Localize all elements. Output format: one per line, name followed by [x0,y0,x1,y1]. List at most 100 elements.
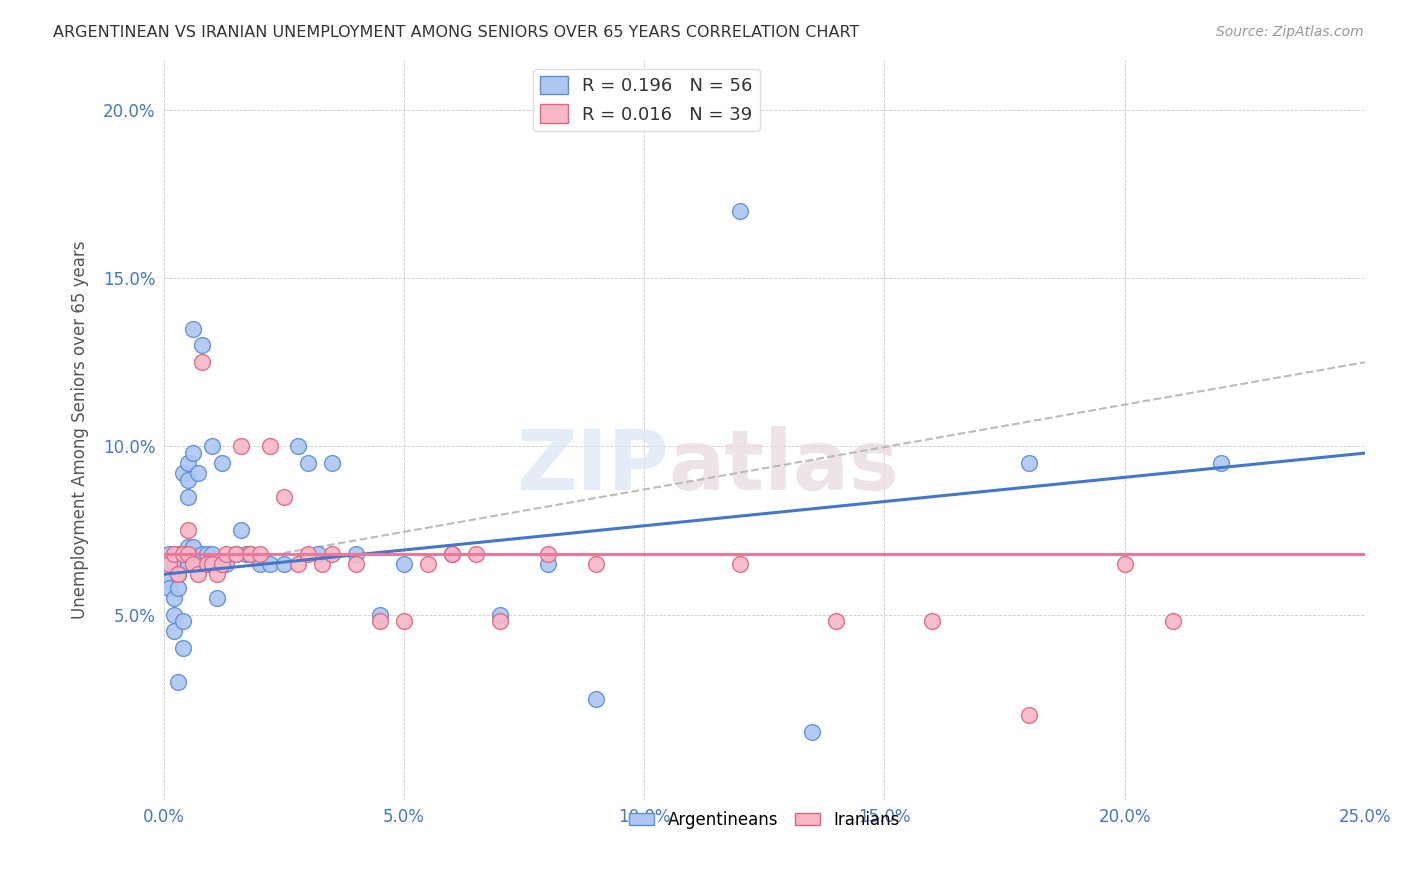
Point [249,547,271,561]
Point [162,624,184,639]
Point [195,557,218,571]
Point [167,567,190,582]
Point [172,641,194,656]
Point [229,524,252,538]
Point [187,467,209,481]
Point [205,567,228,582]
Point [177,473,200,487]
Point [225,547,247,561]
Point [167,547,190,561]
Point [172,614,194,628]
Point [181,557,204,571]
Point [162,607,184,622]
Point [167,674,190,689]
Point [201,557,224,571]
Point [205,591,228,605]
Point [418,557,440,571]
Y-axis label: Unemployment Among Seniors over 65 years: Unemployment Among Seniors over 65 years [72,240,89,619]
Point [287,557,309,571]
Point [215,557,238,571]
Point [730,557,752,571]
Point [157,547,180,561]
Point [392,614,415,628]
Point [157,574,180,588]
Point [287,439,309,453]
Point [259,439,281,453]
Point [392,557,415,571]
Point [167,567,190,582]
Point [172,557,194,571]
Point [187,567,209,582]
Point [225,547,247,561]
Point [537,557,560,571]
Point [157,581,180,595]
Point [177,456,200,470]
Point [489,607,512,622]
Text: ZIP: ZIP [516,426,668,507]
Point [585,691,607,706]
Point [201,439,224,453]
Point [195,547,218,561]
Point [921,614,943,628]
Point [177,490,200,504]
Point [1018,708,1040,723]
Point [162,557,184,571]
Text: ARGENTINEAN VS IRANIAN UNEMPLOYMENT AMONG SENIORS OVER 65 YEARS CORRELATION CHAR: ARGENTINEAN VS IRANIAN UNEMPLOYMENT AMON… [53,25,860,40]
Point [162,591,184,605]
Point [1209,456,1232,470]
Point [177,541,200,555]
Point [172,467,194,481]
Point [1161,614,1184,628]
Point [211,456,233,470]
Point [297,456,319,470]
Point [191,355,214,369]
Point [187,557,209,571]
Point [157,557,180,571]
Point [181,446,204,460]
Point [489,614,512,628]
Point [344,557,367,571]
Point [181,541,204,555]
Point [321,547,343,561]
Point [321,456,343,470]
Point [177,557,200,571]
Point [585,557,607,571]
Point [172,547,194,561]
Text: atlas: atlas [668,426,898,507]
Point [167,581,190,595]
Point [201,547,224,561]
Point [211,557,233,571]
Point [273,490,295,504]
Point [181,321,204,335]
Point [249,557,271,571]
Point [311,557,333,571]
Point [273,557,295,571]
Point [441,547,464,561]
Point [465,547,488,561]
Point [235,547,257,561]
Point [239,547,262,561]
Point [167,567,190,582]
Point [1018,456,1040,470]
Point [239,547,262,561]
Point [801,725,824,739]
Point [730,203,752,218]
Point [177,524,200,538]
Point [441,547,464,561]
Point [537,547,560,561]
Legend: Argentineans, Iranians: Argentineans, Iranians [623,805,905,836]
Point [191,547,214,561]
Point [1114,557,1136,571]
Point [215,547,238,561]
Point [191,338,214,352]
Point [229,439,252,453]
Point [344,547,367,561]
Point [162,547,184,561]
Point [307,547,329,561]
Text: Source: ZipAtlas.com: Source: ZipAtlas.com [1216,25,1364,39]
Point [368,614,391,628]
Point [297,547,319,561]
Point [368,607,391,622]
Point [177,547,200,561]
Point [259,557,281,571]
